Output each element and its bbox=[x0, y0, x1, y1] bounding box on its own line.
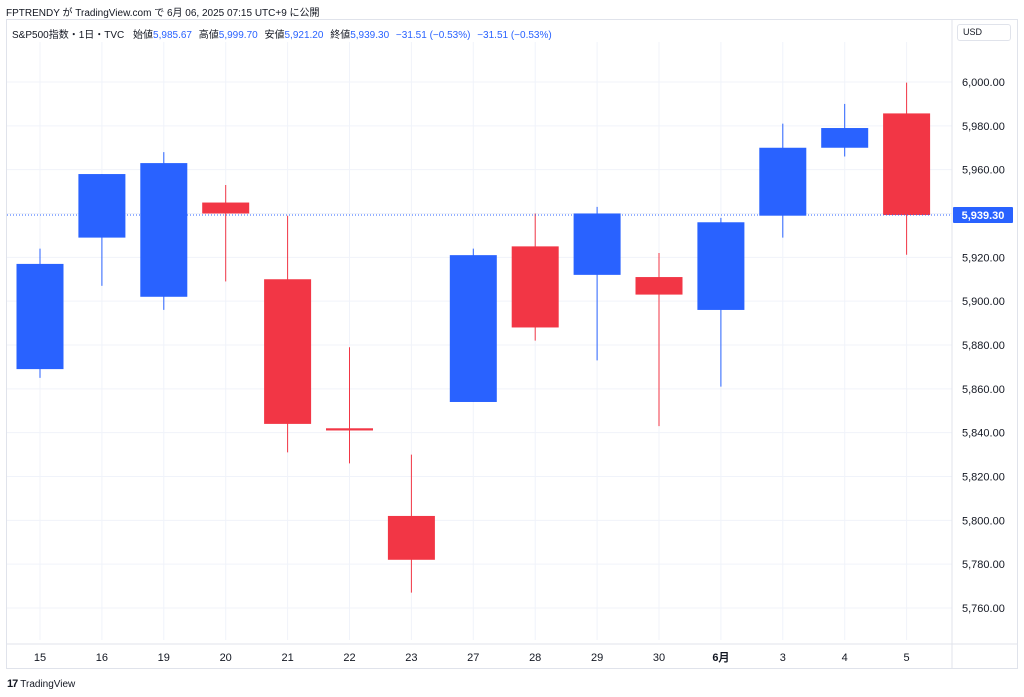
y-tick-label: 6,000.00 bbox=[962, 77, 1005, 89]
change-value-2: −31.51 (−0.53%) bbox=[477, 30, 552, 41]
candle-body bbox=[202, 202, 250, 214]
candle-body bbox=[883, 113, 931, 216]
candle-body bbox=[697, 222, 745, 310]
close-value: 5,939.30 bbox=[350, 30, 390, 41]
footer-branding: 17 TradingView bbox=[7, 678, 75, 690]
tradingview-brand: TradingView bbox=[20, 678, 76, 690]
candle-body bbox=[449, 255, 497, 402]
x-tick-label: 22 bbox=[343, 652, 355, 664]
y-tick-label: 5,820.00 bbox=[962, 472, 1005, 484]
y-tick-label: 5,840.00 bbox=[962, 428, 1005, 440]
candle-body bbox=[16, 263, 64, 370]
tradingview-logo-icon: 17 bbox=[7, 678, 18, 690]
chart-frame bbox=[6, 19, 1018, 669]
y-tick-label: 5,980.00 bbox=[962, 121, 1005, 133]
x-tick-label: 19 bbox=[158, 652, 170, 664]
symbol-label[interactable]: S&P500指数・1日・TVC bbox=[12, 30, 125, 41]
x-tick-label: 21 bbox=[281, 652, 293, 664]
x-tick-label: 27 bbox=[467, 652, 479, 664]
x-tick-label: 16 bbox=[96, 652, 108, 664]
currency-button[interactable]: USD bbox=[957, 24, 1011, 41]
x-tick-label: 5 bbox=[904, 652, 910, 664]
axis-layer: 5,760.00 5,780.00 5,800.00 5,820.00 5,840.00… bbox=[34, 77, 1013, 664]
x-tick-label: 30 bbox=[653, 652, 665, 664]
x-tick-label: 29 bbox=[591, 652, 603, 664]
candle-body bbox=[140, 163, 188, 297]
open-value: 5,985.67 bbox=[153, 30, 192, 41]
y-tick-label: 5,860.00 bbox=[962, 384, 1005, 396]
candle-body bbox=[759, 147, 807, 216]
change-value: −31.51 (−0.53%) bbox=[395, 30, 471, 41]
y-tick-label: 5,920.00 bbox=[962, 252, 1005, 264]
ohlc-legend: S&P500指数・1日・TVC 始値5,985.67 高値5,999.70 安値… bbox=[12, 26, 552, 41]
y-tick-label: 5,900.00 bbox=[962, 296, 1005, 308]
last-price-label: 5,939.30 bbox=[962, 210, 1005, 222]
x-tick-label: 28 bbox=[529, 652, 541, 664]
low-label: 安値 bbox=[264, 30, 285, 41]
grid-layer bbox=[6, 19, 1018, 669]
candle-body bbox=[511, 246, 559, 328]
x-tick-label: 15 bbox=[34, 652, 46, 664]
y-tick-label: 5,800.00 bbox=[962, 515, 1005, 527]
high-value: 5,999.70 bbox=[218, 30, 258, 41]
candle-body bbox=[78, 174, 126, 238]
last-price-badge bbox=[953, 207, 1013, 224]
low-value: 5,921.20 bbox=[284, 30, 324, 41]
x-tick-label: 20 bbox=[220, 652, 232, 664]
y-tick-label: 5,880.00 bbox=[962, 340, 1005, 352]
open-label: 始値 bbox=[133, 30, 154, 41]
candle-body bbox=[573, 213, 621, 275]
candle-layer bbox=[7, 82, 952, 593]
candle-body bbox=[326, 428, 373, 431]
x-tick-label: 3 bbox=[780, 652, 786, 664]
y-tick-label: 5,780.00 bbox=[962, 559, 1005, 571]
publish-attribution: FPTRENDY が TradingView.com で 6月 06, 2025… bbox=[6, 8, 320, 19]
candle-body bbox=[387, 515, 435, 560]
x-tick-label: 6月 bbox=[712, 651, 729, 664]
candle-body bbox=[635, 277, 683, 295]
close-label: 終値 bbox=[330, 30, 351, 41]
high-label: 高値 bbox=[198, 30, 219, 41]
candle-body bbox=[821, 128, 869, 148]
x-tick-label: 4 bbox=[842, 652, 848, 664]
y-tick-label: 5,760.00 bbox=[962, 603, 1005, 615]
candle-body bbox=[264, 279, 312, 424]
y-tick-label: 5,960.00 bbox=[962, 165, 1005, 177]
x-tick-label: 23 bbox=[405, 652, 417, 664]
